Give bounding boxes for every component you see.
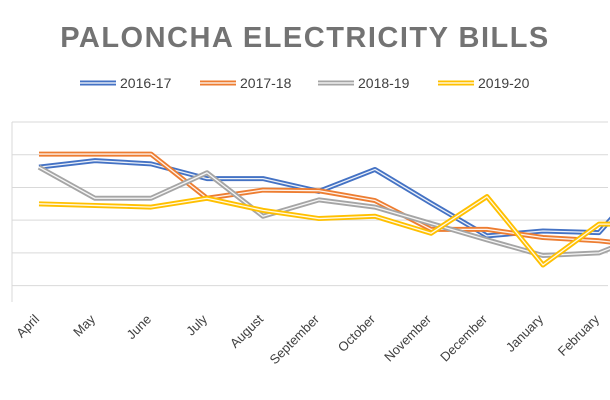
x-tick-label-january: January — [503, 311, 547, 355]
legend-item-2017-18: 2017-18 — [200, 75, 292, 91]
x-tick-label-july: July — [183, 311, 210, 338]
legend-item-2016-17: 2016-17 — [80, 75, 172, 91]
x-tick-label-june: June — [124, 312, 155, 343]
x-tick-label-november: November — [381, 311, 434, 364]
legend-label: 2016-17 — [120, 75, 172, 91]
x-tick-label-february: February — [555, 311, 603, 359]
chart-title: PALONCHA ELECTRICITY BILLS — [60, 22, 550, 54]
legend-label: 2018-19 — [358, 75, 410, 91]
x-axis-tick-labels: April May June July August September October No… — [13, 311, 603, 367]
legend-label: 2017-18 — [240, 75, 292, 91]
series-2019-20-line — [38, 194, 610, 268]
x-tick-label-may: May — [70, 311, 98, 339]
legend-item-2019-20: 2019-20 — [438, 75, 530, 91]
x-tick-label-october: October — [335, 311, 379, 355]
gridlines — [11, 121, 608, 302]
legend-item-2018-19: 2018-19 — [318, 75, 410, 91]
x-tick-label-december: December — [437, 311, 490, 364]
x-tick-label-august: August — [227, 311, 266, 350]
plot-area — [37, 151, 610, 268]
series-2018-19-line — [37, 164, 610, 259]
x-tick-label-september: September — [267, 311, 323, 367]
series-2017-18-line — [38, 151, 610, 245]
legend: 2016-17 2017-18 2018-19 2019-20 — [80, 75, 530, 91]
x-tick-label-april: April — [13, 311, 42, 340]
legend-label: 2019-20 — [478, 75, 530, 91]
